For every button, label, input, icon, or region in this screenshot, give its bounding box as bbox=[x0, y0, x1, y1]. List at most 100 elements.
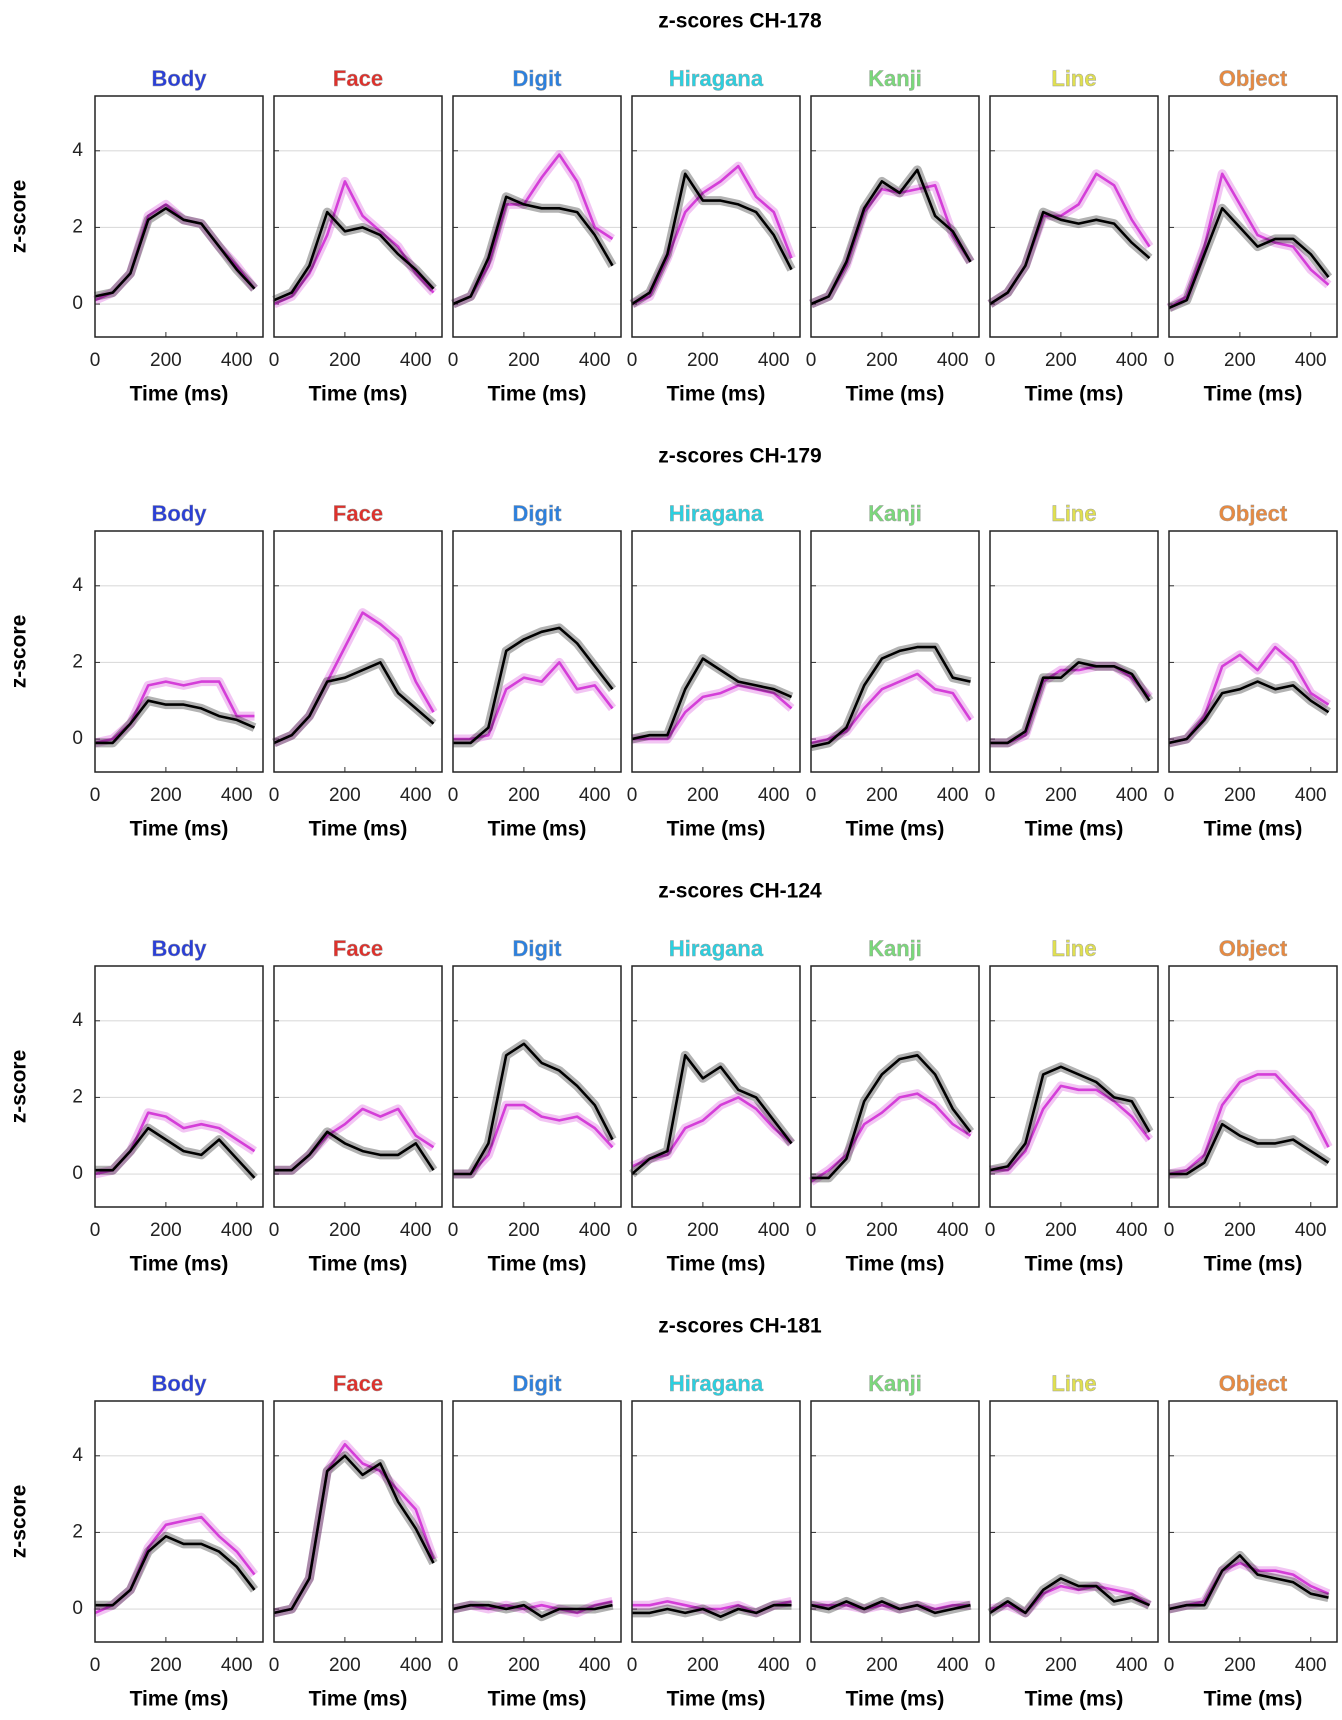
x-tick-label: 0 bbox=[90, 1655, 101, 1676]
panel-title: Hiragana bbox=[669, 501, 764, 526]
data-line bbox=[273, 1454, 435, 1615]
panel-frame bbox=[94, 1400, 264, 1643]
x-tick-label: 200 bbox=[866, 785, 898, 806]
data-line bbox=[989, 1065, 1151, 1172]
x-tick-label: 0 bbox=[1164, 1220, 1175, 1241]
error-band bbox=[990, 657, 1154, 748]
x-tick-label: 200 bbox=[1045, 1220, 1077, 1241]
x-tick-label: 400 bbox=[1116, 1220, 1148, 1241]
panel-frame bbox=[989, 530, 1159, 773]
x-tick-label: 200 bbox=[687, 1655, 719, 1676]
row-title: z-scores CH-178 bbox=[658, 10, 822, 33]
panel-frame bbox=[810, 1400, 980, 1643]
panel-frame bbox=[989, 965, 1159, 1208]
x-tick-label: 0 bbox=[90, 1220, 101, 1241]
data-line bbox=[453, 626, 614, 745]
x-axis-label: Time (ms) bbox=[667, 818, 766, 841]
x-tick-label: 0 bbox=[627, 785, 638, 806]
x-axis-label: Time (ms) bbox=[1204, 818, 1303, 841]
x-tick-label: 400 bbox=[937, 1220, 969, 1241]
panel-title: Face bbox=[333, 66, 383, 91]
panel-title: Kanji bbox=[868, 1371, 922, 1396]
x-tick-label: 200 bbox=[1045, 785, 1077, 806]
x-tick-label: 400 bbox=[1295, 1220, 1327, 1241]
data-line bbox=[1168, 207, 1330, 310]
panel-title: Digit bbox=[513, 1371, 563, 1396]
x-tick-label: 0 bbox=[1164, 785, 1175, 806]
x-axis-label: Time (ms) bbox=[488, 383, 587, 406]
x-axis-label: Time (ms) bbox=[130, 383, 229, 406]
x-tick-label: 200 bbox=[1045, 1655, 1077, 1676]
x-axis-label: Time (ms) bbox=[1204, 1253, 1303, 1276]
panel-frame bbox=[452, 530, 622, 773]
x-axis-label: Time (ms) bbox=[846, 818, 945, 841]
x-tick-label: 0 bbox=[806, 1655, 817, 1676]
y-tick-label: 2 bbox=[72, 1521, 83, 1542]
y-tick-label: 2 bbox=[72, 1086, 83, 1107]
row-title: z-scores CH-124 bbox=[658, 880, 822, 903]
panel-title: Digit bbox=[513, 936, 563, 961]
x-axis-label: Time (ms) bbox=[1025, 1688, 1124, 1711]
data-line bbox=[273, 210, 435, 302]
x-tick-label: 200 bbox=[1224, 1220, 1256, 1241]
x-tick-label: 200 bbox=[150, 350, 182, 371]
x-axis-label: Time (ms) bbox=[667, 1688, 766, 1711]
data-line bbox=[94, 680, 255, 745]
data-line bbox=[990, 661, 1151, 745]
x-tick-label: 400 bbox=[758, 1220, 790, 1241]
data-line bbox=[810, 1600, 971, 1615]
error-band bbox=[990, 661, 1153, 748]
x-axis-label: Time (ms) bbox=[309, 1253, 408, 1276]
x-tick-label: 200 bbox=[1224, 785, 1256, 806]
x-tick-label: 200 bbox=[508, 350, 540, 371]
x-axis-label: Time (ms) bbox=[309, 383, 408, 406]
x-tick-label: 0 bbox=[985, 1220, 996, 1241]
panel-title: Body bbox=[152, 1371, 208, 1396]
data-line bbox=[1168, 1073, 1330, 1176]
y-tick-label: 0 bbox=[72, 293, 83, 314]
panel-title: Face bbox=[333, 936, 383, 961]
data-line bbox=[631, 1096, 793, 1168]
panel-frame bbox=[273, 1400, 443, 1643]
x-tick-label: 200 bbox=[687, 350, 719, 371]
data-line bbox=[810, 168, 972, 306]
x-tick-label: 400 bbox=[937, 785, 969, 806]
x-tick-label: 0 bbox=[448, 350, 459, 371]
x-axis-label: Time (ms) bbox=[130, 818, 229, 841]
x-axis-label: Time (ms) bbox=[1025, 1253, 1124, 1276]
panel-frame bbox=[989, 95, 1159, 338]
data-line bbox=[811, 1054, 972, 1180]
x-tick-label: 0 bbox=[627, 1655, 638, 1676]
data-line bbox=[990, 1084, 1151, 1172]
x-tick-label: 400 bbox=[400, 785, 432, 806]
panel-title: Digit bbox=[513, 66, 563, 91]
x-tick-label: 0 bbox=[90, 350, 101, 371]
y-tick-label: 0 bbox=[72, 1598, 83, 1619]
panel-title: Line bbox=[1051, 501, 1096, 526]
data-line bbox=[810, 645, 971, 748]
y-tick-label: 4 bbox=[72, 1445, 83, 1466]
x-tick-label: 200 bbox=[329, 350, 361, 371]
x-tick-label: 200 bbox=[687, 785, 719, 806]
y-tick-label: 4 bbox=[72, 1010, 83, 1031]
x-axis-label: Time (ms) bbox=[488, 1688, 587, 1711]
data-line bbox=[631, 164, 793, 306]
x-tick-label: 0 bbox=[985, 785, 996, 806]
x-tick-label: 400 bbox=[937, 350, 969, 371]
error-band bbox=[629, 169, 796, 308]
y-axis-label: z-score bbox=[8, 1050, 31, 1124]
x-tick-label: 200 bbox=[1045, 350, 1077, 371]
data-line bbox=[1168, 1554, 1329, 1611]
x-axis-label: Time (ms) bbox=[130, 1253, 229, 1276]
panel-frame bbox=[452, 965, 622, 1208]
x-axis-label: Time (ms) bbox=[667, 1253, 766, 1276]
x-tick-label: 200 bbox=[329, 1220, 361, 1241]
data-line bbox=[989, 210, 1151, 306]
x-tick-label: 0 bbox=[269, 350, 280, 371]
x-axis-label: Time (ms) bbox=[846, 1688, 945, 1711]
error-band bbox=[989, 1062, 1154, 1175]
x-tick-label: 400 bbox=[1295, 350, 1327, 371]
y-tick-label: 2 bbox=[72, 651, 83, 672]
data-line bbox=[453, 661, 614, 741]
data-line bbox=[95, 1126, 256, 1179]
